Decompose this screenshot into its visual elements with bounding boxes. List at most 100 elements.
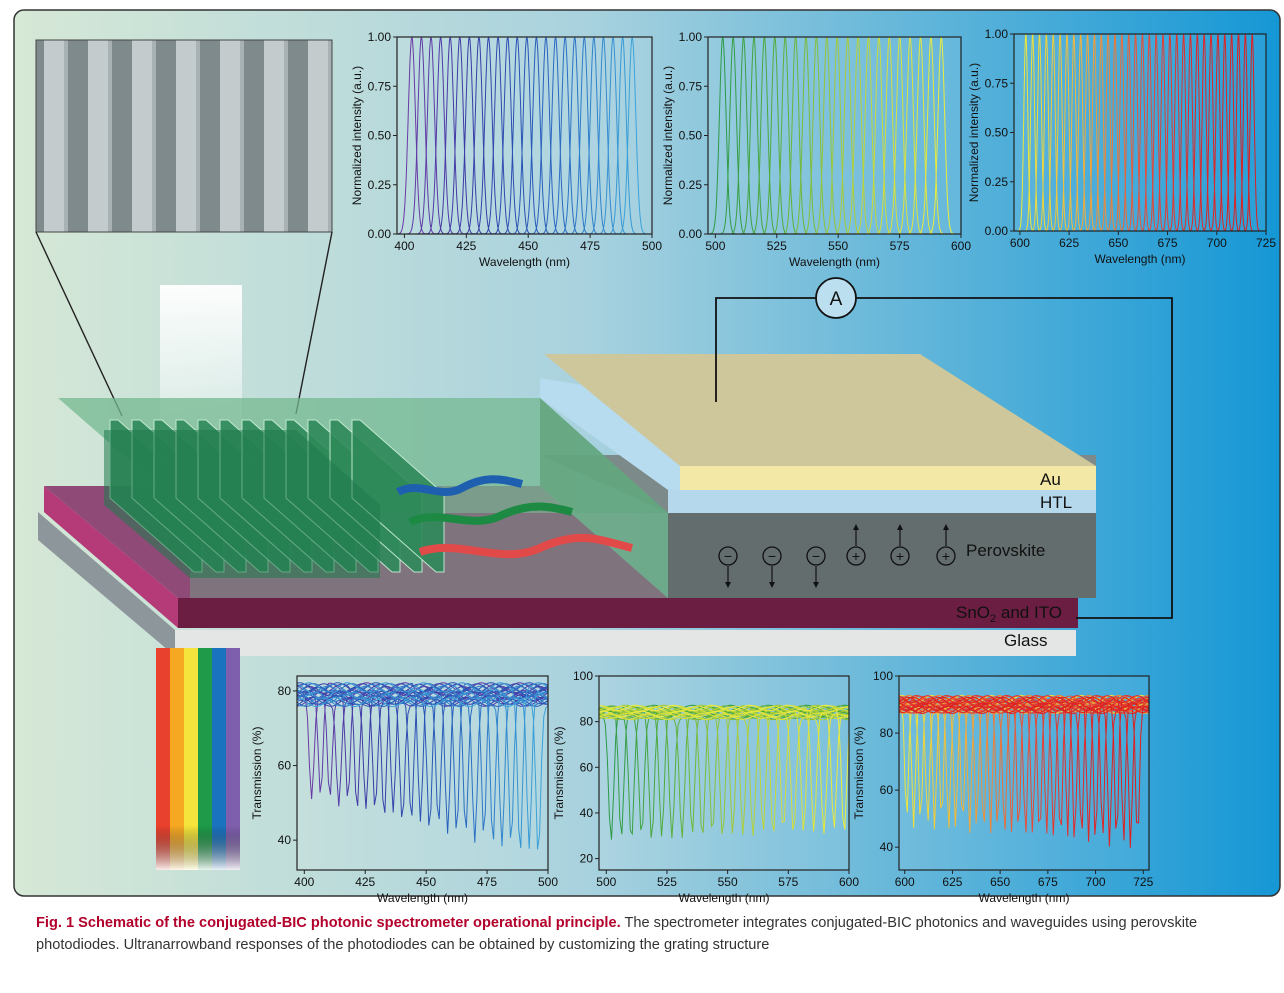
x-axis-label: Wavelength (nm) bbox=[679, 891, 770, 905]
transmission-curve bbox=[296, 682, 549, 849]
y-tick-label: 20 bbox=[580, 852, 594, 866]
x-tick-label: 575 bbox=[890, 239, 910, 253]
y-axis-label: Normalized intensity (a.u.) bbox=[661, 66, 675, 205]
transmission-curve bbox=[296, 689, 549, 849]
x-tick-label: 475 bbox=[580, 239, 600, 253]
sno2-ito-layer bbox=[178, 598, 1078, 628]
y-tick-label: 60 bbox=[278, 759, 292, 773]
hole-sign: + bbox=[942, 548, 950, 564]
glass-layer bbox=[175, 630, 1076, 656]
x-tick-label: 600 bbox=[839, 875, 859, 889]
x-tick-label: 500 bbox=[596, 875, 616, 889]
transmission-curve bbox=[598, 704, 850, 834]
y-tick-label: 80 bbox=[278, 684, 292, 698]
hole-icon bbox=[846, 546, 866, 566]
y-tick-label: 40 bbox=[580, 806, 594, 820]
au-layer bbox=[544, 354, 1096, 466]
hole-sign: + bbox=[896, 548, 904, 564]
chart-trans-red: 600 625 650 675 700 725 40 60 80 100 Wavelength (n… bbox=[852, 669, 1154, 905]
device-schematic: Au HTL Perovskite SnO2 and ITO Glass − − −… bbox=[38, 354, 1096, 656]
y-tick-label: 0.50 bbox=[985, 126, 1009, 140]
transmission-curve bbox=[296, 695, 549, 843]
x-tick-label: 425 bbox=[355, 875, 375, 889]
x-tick-label: 425 bbox=[456, 239, 476, 253]
x-tick-label: 625 bbox=[1059, 236, 1079, 250]
x-tick-label: 450 bbox=[518, 239, 538, 253]
transmission-curve bbox=[598, 704, 850, 830]
y-axis-label: Transmission (%) bbox=[852, 727, 866, 820]
grating-fins bbox=[104, 419, 445, 578]
caption-text: The spectrometer integrates conjugated-B… bbox=[36, 915, 1198, 953]
perovskite-layer bbox=[668, 513, 1096, 598]
electron-sign: − bbox=[768, 548, 776, 564]
y-tick-label: 0.25 bbox=[368, 178, 392, 192]
y-tick-label: 40 bbox=[278, 833, 292, 847]
htl-label: HTL bbox=[1040, 493, 1072, 512]
x-tick-label: 600 bbox=[1010, 236, 1030, 250]
x-tick-label: 625 bbox=[942, 875, 962, 889]
perovskite-label: Perovskite bbox=[966, 541, 1045, 560]
transmission-curve bbox=[296, 690, 549, 826]
y-tick-label: 0.75 bbox=[368, 79, 392, 93]
y-axis-label: Normalized intensity (a.u.) bbox=[967, 63, 981, 202]
x-tick-label: 525 bbox=[657, 875, 677, 889]
caption-label: Fig. 1 Schematic of the conjugated-BIC p… bbox=[36, 915, 621, 931]
y-tick-label: 0.00 bbox=[368, 227, 392, 241]
plot-frame bbox=[296, 675, 549, 871]
glass-label: Glass bbox=[1004, 631, 1047, 650]
y-tick-label: 80 bbox=[580, 715, 594, 729]
x-axis-label: Wavelength (nm) bbox=[1095, 252, 1186, 266]
x-tick-label: 600 bbox=[951, 239, 971, 253]
electron-sign: − bbox=[724, 548, 732, 564]
green-wave bbox=[408, 502, 574, 526]
figure-caption: Fig. 1 Schematic of the conjugated-BIC p… bbox=[36, 912, 1266, 956]
rainbow-output bbox=[156, 648, 240, 870]
transmission-curve bbox=[898, 696, 1149, 841]
y-tick-label: 0.00 bbox=[679, 227, 703, 241]
y-tick-label: 60 bbox=[880, 783, 894, 797]
transmission-curve bbox=[296, 697, 549, 850]
sem-image bbox=[35, 39, 333, 417]
hole-sign: + bbox=[852, 548, 860, 564]
blue-wave bbox=[396, 475, 524, 496]
transmission-curve bbox=[296, 691, 549, 838]
charge-carriers: − − − + + + bbox=[718, 524, 956, 588]
x-tick-label: 550 bbox=[828, 239, 848, 253]
x-tick-label: 450 bbox=[416, 875, 436, 889]
y-tick-label: 1.00 bbox=[679, 30, 703, 44]
x-tick-label: 675 bbox=[1158, 236, 1178, 250]
y-tick-label: 80 bbox=[880, 726, 894, 740]
y-tick-label: 0.50 bbox=[368, 129, 392, 143]
transmission-curve bbox=[296, 682, 549, 822]
x-axis-label: Wavelength (nm) bbox=[979, 891, 1070, 905]
transmission-curve bbox=[898, 700, 1150, 838]
x-tick-label: 675 bbox=[1038, 875, 1058, 889]
y-axis-label: Transmission (%) bbox=[552, 727, 566, 820]
y-tick-label: 1.00 bbox=[368, 30, 392, 44]
y-tick-label: 100 bbox=[573, 669, 593, 683]
chart-trans-blue: 400 425 450 475 500 40 60 80 Wavelength (nm) Tran… bbox=[250, 675, 558, 905]
x-tick-label: 500 bbox=[705, 239, 725, 253]
x-tick-label: 475 bbox=[477, 875, 497, 889]
plot-frame bbox=[898, 675, 1150, 871]
x-tick-label: 700 bbox=[1207, 236, 1227, 250]
y-tick-label: 1.00 bbox=[985, 27, 1009, 41]
x-tick-label: 400 bbox=[294, 875, 314, 889]
x-tick-label: 525 bbox=[767, 239, 787, 253]
circuit: A bbox=[715, 277, 1173, 619]
y-axis-label: Normalized intensity (a.u.) bbox=[350, 66, 364, 205]
x-tick-label: 700 bbox=[1086, 875, 1106, 889]
x-tick-label: 575 bbox=[778, 875, 798, 889]
y-tick-label: 0.75 bbox=[985, 76, 1009, 90]
electron-icon bbox=[718, 546, 738, 566]
electron-sign: − bbox=[812, 548, 820, 564]
ammeter-label: A bbox=[830, 289, 843, 310]
chart-resp-red: 600 625 650 675 700 725 0.00 0.25 0.50 0.75 1.00 Wa… bbox=[967, 27, 1276, 266]
chart-resp-green: 500 525 550 575 600 0.00 0.25 0.50 0.75 1.00 Wavel… bbox=[661, 30, 971, 269]
transmission-curve bbox=[598, 710, 850, 828]
x-tick-label: 400 bbox=[394, 239, 414, 253]
red-wave bbox=[418, 533, 633, 559]
x-tick-label: 550 bbox=[718, 875, 738, 889]
electron-icon bbox=[762, 546, 782, 566]
